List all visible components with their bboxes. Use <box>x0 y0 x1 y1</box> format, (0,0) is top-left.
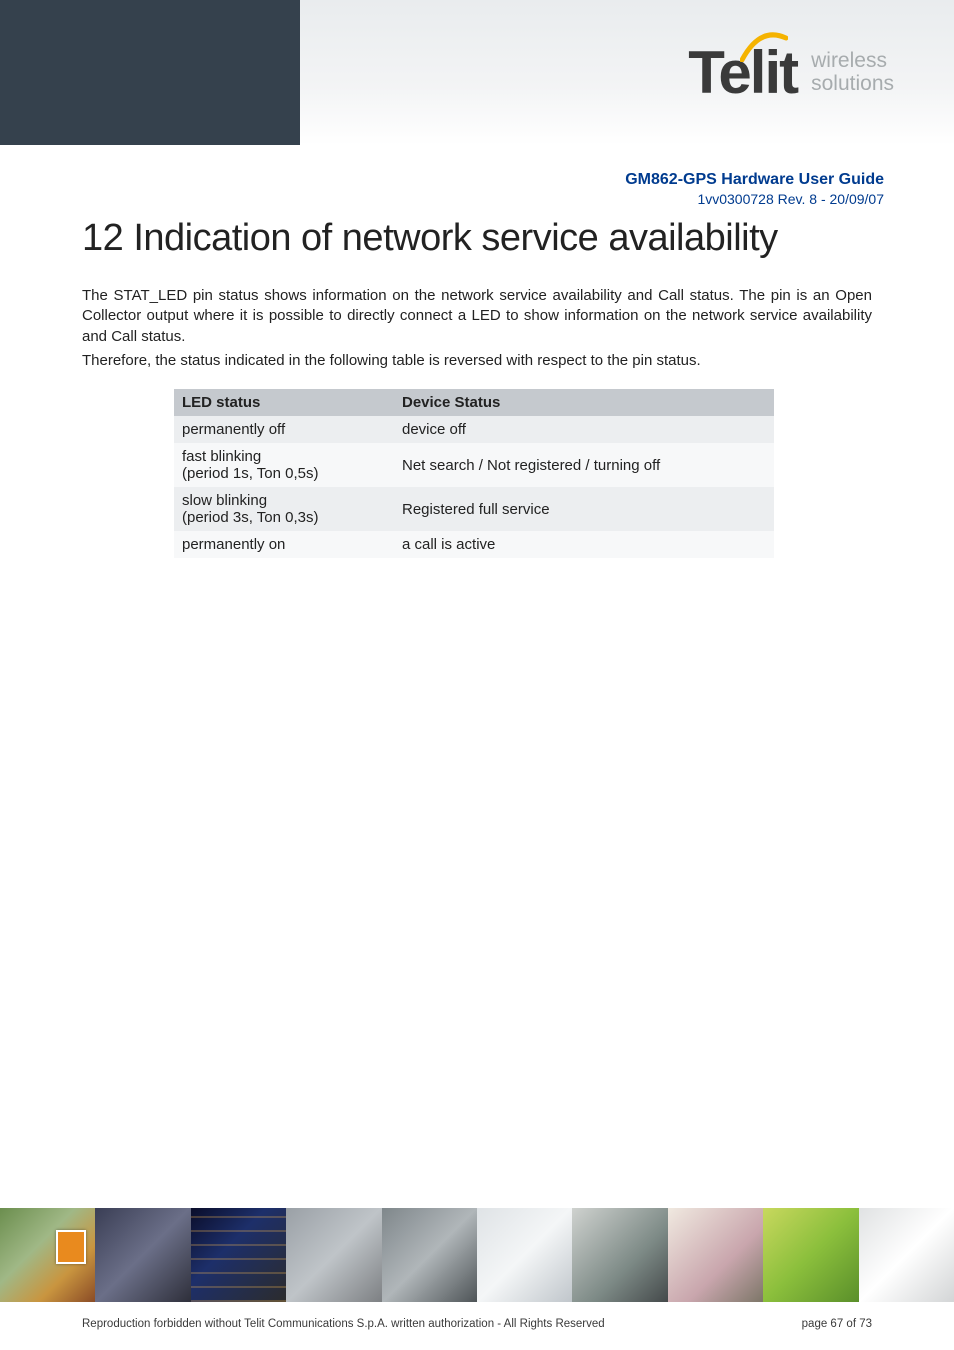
cell-led: fast blinking (period 1s, Ton 0,5s) <box>174 443 394 487</box>
paragraph-1: The STAT_LED pin status shows informatio… <box>82 286 872 347</box>
cell-led: slow blinking (period 3s, Ton 0,3s) <box>174 487 394 531</box>
led-status-table: LED status Device Status permanently off… <box>174 389 774 558</box>
table-header-led: LED status <box>174 389 394 416</box>
content-area: 12 Indication of network service availab… <box>0 207 954 558</box>
header-band: Telit wireless solutions <box>0 0 954 145</box>
footer-image-strip <box>0 1208 954 1302</box>
section-heading: 12 Indication of network service availab… <box>82 217 872 260</box>
footer-img-8 <box>668 1208 763 1302</box>
footer-img-6 <box>477 1208 572 1302</box>
header-right: Telit wireless solutions <box>300 0 954 145</box>
footer-img-9 <box>763 1208 858 1302</box>
logo-tagline: wireless solutions <box>811 50 894 94</box>
cell-led: permanently on <box>174 531 394 558</box>
footer-page-number: page 67 of 73 <box>802 1318 872 1330</box>
footer-img-3 <box>191 1208 286 1302</box>
table-row: fast blinking (period 1s, Ton 0,5s) Net … <box>174 443 774 487</box>
footer-img-10 <box>859 1208 954 1302</box>
document-title: GM862-GPS Hardware User Guide <box>0 171 884 189</box>
footer-text: Reproduction forbidden without Telit Com… <box>0 1318 954 1330</box>
table-header-device: Device Status <box>394 389 774 416</box>
table-row: permanently on a call is active <box>174 531 774 558</box>
cell-led: permanently off <box>174 416 394 443</box>
paragraph-2: Therefore, the status indicated in the f… <box>82 351 872 371</box>
header-left-block <box>0 0 300 145</box>
cell-device: device off <box>394 416 774 443</box>
document-revision: 1vv0300728 Rev. 8 - 20/09/07 <box>0 191 884 207</box>
logo: Telit wireless solutions <box>688 38 894 107</box>
cell-device: Registered full service <box>394 487 774 531</box>
footer-img-4 <box>286 1208 381 1302</box>
footer-img-2 <box>95 1208 190 1302</box>
footer-orange-badge-icon <box>56 1230 86 1264</box>
logo-text: Telit <box>688 38 797 107</box>
cell-device: Net search / Not registered / turning of… <box>394 443 774 487</box>
table-row: slow blinking (period 3s, Ton 0,3s) Regi… <box>174 487 774 531</box>
cell-device: a call is active <box>394 531 774 558</box>
document-meta: GM862-GPS Hardware User Guide 1vv0300728… <box>0 171 884 207</box>
table-header-row: LED status Device Status <box>174 389 774 416</box>
footer-img-7 <box>572 1208 667 1302</box>
footer-img-5 <box>382 1208 477 1302</box>
table-row: permanently off device off <box>174 416 774 443</box>
footer-copyright: Reproduction forbidden without Telit Com… <box>82 1318 605 1330</box>
tagline-line2: solutions <box>811 73 894 95</box>
tagline-line1: wireless <box>811 50 894 72</box>
logo-swoosh-icon <box>740 32 788 62</box>
